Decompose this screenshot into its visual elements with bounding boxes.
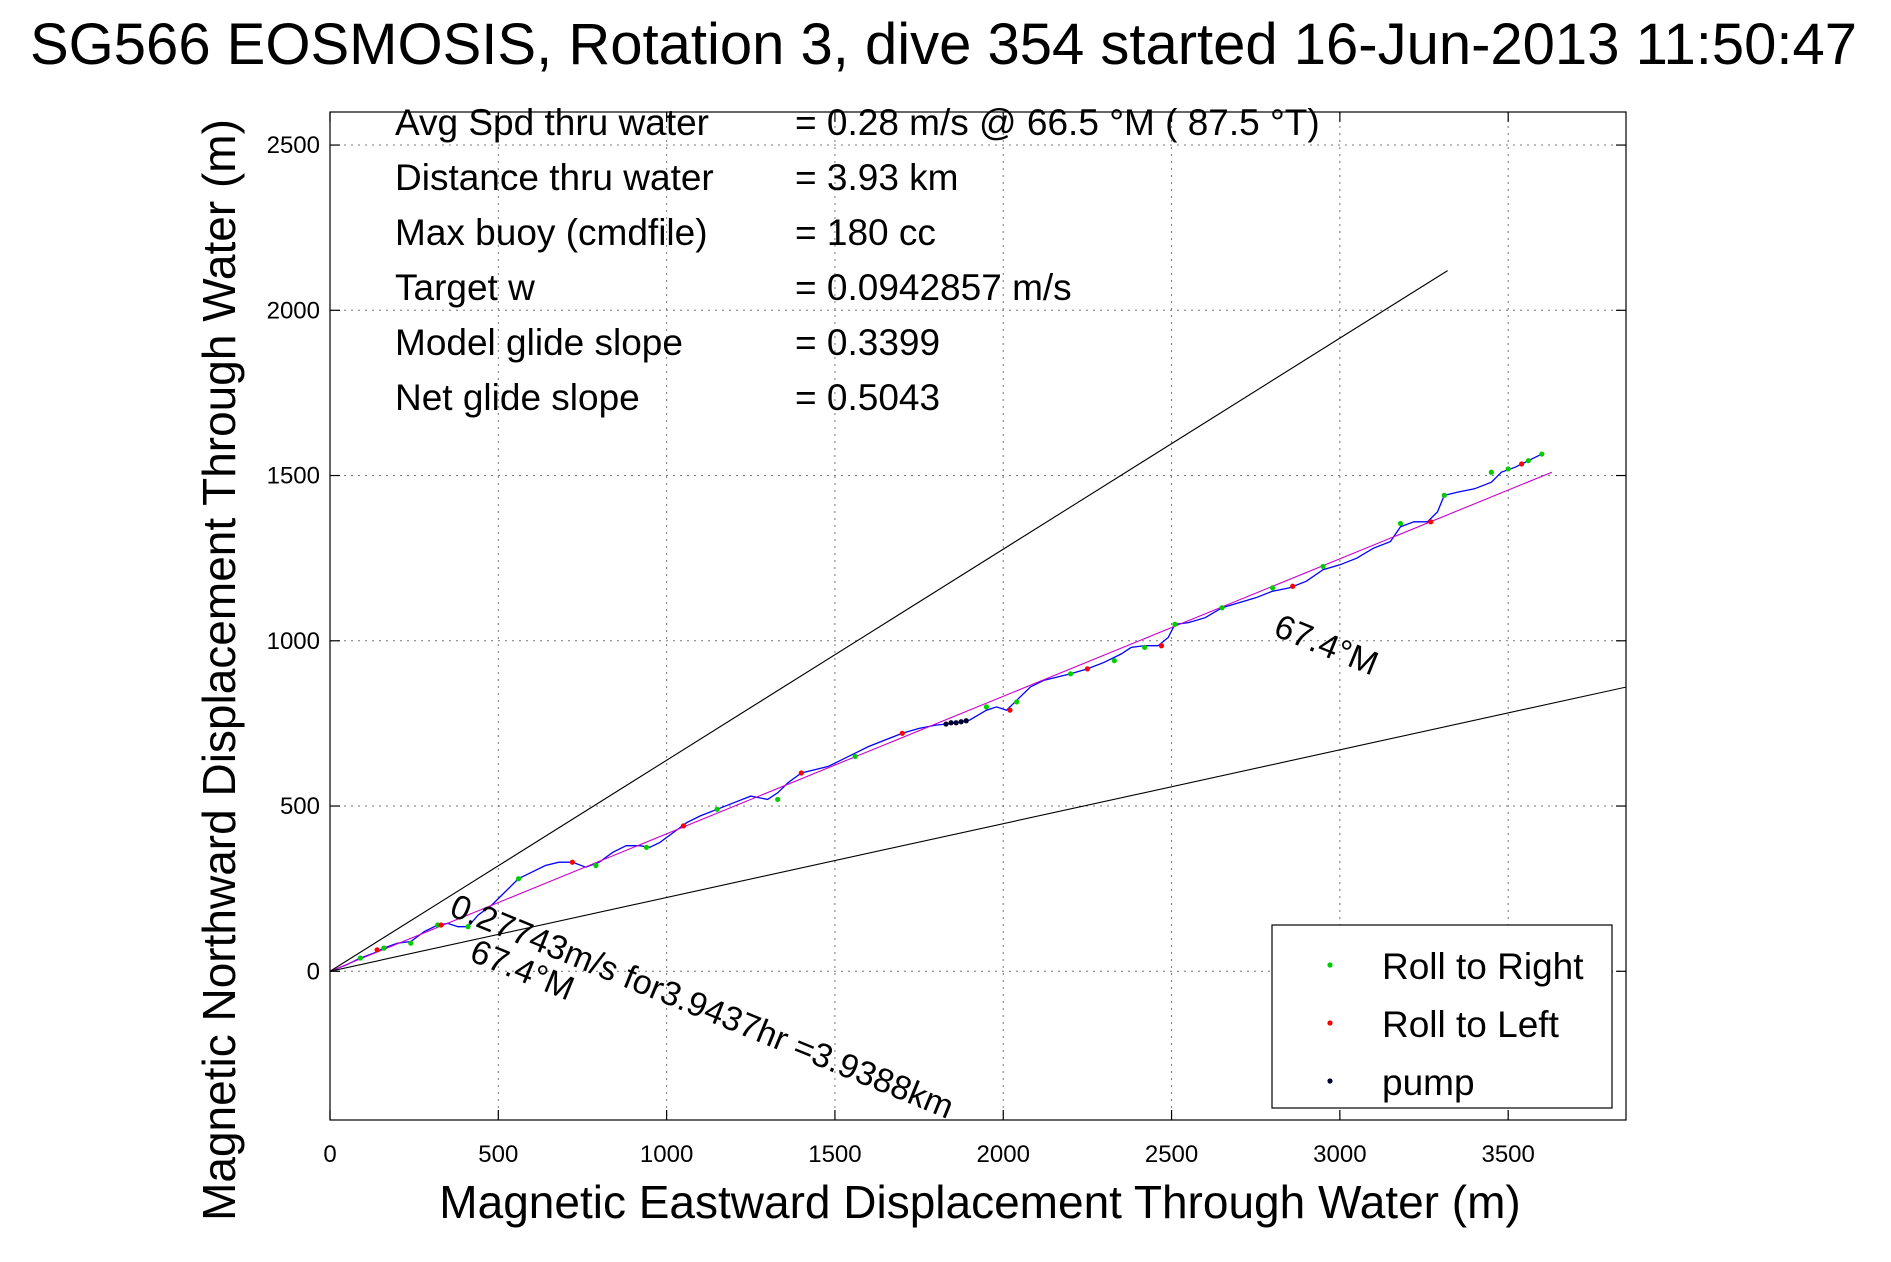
x-tick-label: 3000 xyxy=(1313,1141,1366,1168)
legend-box xyxy=(1271,924,1613,1109)
roll-to-right-marker xyxy=(593,862,599,869)
x-tick-label: 0 xyxy=(323,1141,336,1168)
roll-to-left-marker xyxy=(374,947,380,953)
stat-value: = 0.0942857 m/s xyxy=(795,267,1072,308)
roll-to-right-marker xyxy=(1539,451,1545,457)
roll-to-right-marker xyxy=(357,955,363,961)
roll-to-right-marker xyxy=(1219,605,1225,611)
roll-to-right-marker xyxy=(1320,563,1326,570)
roll-to-right-marker xyxy=(408,940,414,946)
legend-label-pump: pump xyxy=(1382,1062,1475,1103)
x-axis-label: Magnetic Eastward Displacement Through W… xyxy=(439,1176,1520,1228)
series-lines xyxy=(330,270,1626,972)
track-line xyxy=(330,453,1543,972)
roll-to-right-marker xyxy=(1067,671,1074,677)
roll-to-left-marker xyxy=(798,770,804,776)
legend-marker-roll-to-left xyxy=(1327,1020,1333,1026)
roll-to-right-marker xyxy=(1142,644,1148,650)
stat-label: Net glide slope xyxy=(395,377,640,418)
roll-to-right-marker xyxy=(852,753,858,760)
plot-frame xyxy=(329,111,1627,1121)
roll-to-right-marker xyxy=(1525,458,1531,464)
legend-marker-pump xyxy=(1327,1078,1333,1084)
y-tick-label: 1500 xyxy=(267,463,320,490)
stat-label: Model glide slope xyxy=(395,322,683,363)
roll-to-left-marker xyxy=(1084,666,1091,672)
roll-to-right-marker xyxy=(1111,658,1117,664)
roll-to-left-marker xyxy=(569,859,575,865)
roll-to-left-marker xyxy=(1007,707,1013,713)
roll-to-right-marker xyxy=(1441,492,1447,498)
roll-to-left-marker xyxy=(438,922,444,928)
pump-marker xyxy=(953,720,959,726)
x-tick-label: 1500 xyxy=(808,1141,861,1168)
stat-label: Target w xyxy=(395,267,535,308)
roll-to-right-marker xyxy=(381,945,387,951)
glide-envelope-lower-line xyxy=(330,686,1626,972)
roll-to-left-marker xyxy=(1290,583,1296,589)
x-tick-label: 1000 xyxy=(640,1141,693,1168)
glide-envelope-upper-line xyxy=(330,270,1448,972)
x-tick-label: 2500 xyxy=(1145,1141,1198,1168)
roll-to-right-marker xyxy=(643,844,650,850)
roll-to-left-marker xyxy=(899,730,905,736)
roll-to-right-marker xyxy=(1505,466,1511,472)
legend-label-roll-to-right: Roll to Right xyxy=(1382,946,1584,987)
roll-to-left-marker xyxy=(1519,461,1525,467)
y-tick-label: 0 xyxy=(307,958,320,985)
stats-block: Avg Spd thru water = 0.28 m/s @ 66.5 °M (… xyxy=(395,102,1320,418)
roll-to-left-marker xyxy=(680,823,687,829)
stat-value: = 180 cc xyxy=(795,212,936,253)
roll-to-left-marker xyxy=(1428,519,1434,525)
x-tick-label: 2000 xyxy=(977,1141,1030,1168)
roll-to-right-marker xyxy=(714,806,720,812)
legend-label-roll-to-left: Roll to Left xyxy=(1382,1004,1560,1045)
stat-label: Max buoy (cmdfile) xyxy=(395,212,708,253)
chart-title: SG566 EOSMOSIS, Rotation 3, dive 354 sta… xyxy=(30,12,1857,77)
roll-to-right-marker xyxy=(1269,585,1276,591)
y-tick-label: 500 xyxy=(280,793,320,820)
stat-label: Avg Spd thru water xyxy=(395,102,709,143)
roll-to-right-marker xyxy=(515,876,522,882)
stat-value: = 0.3399 xyxy=(795,322,940,363)
x-tick-label: 3500 xyxy=(1481,1141,1534,1168)
roll-to-right-marker xyxy=(465,924,471,930)
roll-to-right-marker xyxy=(1397,520,1404,527)
legend-marker-roll-to-right xyxy=(1327,962,1333,968)
axis-ticks: 0 500 1000 1500 2000 2500 3000 3500 0 500 1000 1500… xyxy=(267,112,1626,1168)
stat-label: Distance thru water xyxy=(395,157,714,198)
y-tick-label: 2000 xyxy=(267,297,320,324)
series-markers xyxy=(357,451,1545,961)
stat-value: = 0.28 m/s @ 66.5 °M ( 87.5 °T) xyxy=(795,102,1320,143)
pump-marker xyxy=(963,718,969,724)
stat-value: = 3.93 km xyxy=(795,157,959,198)
roll-to-right-marker xyxy=(775,796,781,803)
pump-marker xyxy=(943,721,949,727)
roll-to-right-marker xyxy=(1172,621,1178,627)
roll-to-right-marker xyxy=(1014,699,1020,705)
roll-to-right-marker xyxy=(983,704,990,710)
x-tick-label: 500 xyxy=(478,1141,518,1168)
y-axis-label: Magnetic Northward Displacement Through … xyxy=(193,119,245,1221)
y-tick-label: 1000 xyxy=(267,628,320,655)
mean-course-line xyxy=(330,471,1553,972)
roll-to-left-marker xyxy=(1158,643,1165,649)
roll-to-right-marker xyxy=(1488,469,1494,475)
y-tick-label: 2500 xyxy=(267,132,320,159)
stat-value: = 0.5043 xyxy=(795,377,940,418)
legend: Roll to Right Roll to Left pump xyxy=(1271,924,1613,1109)
pump-marker xyxy=(948,720,954,726)
pump-marker xyxy=(958,719,964,725)
